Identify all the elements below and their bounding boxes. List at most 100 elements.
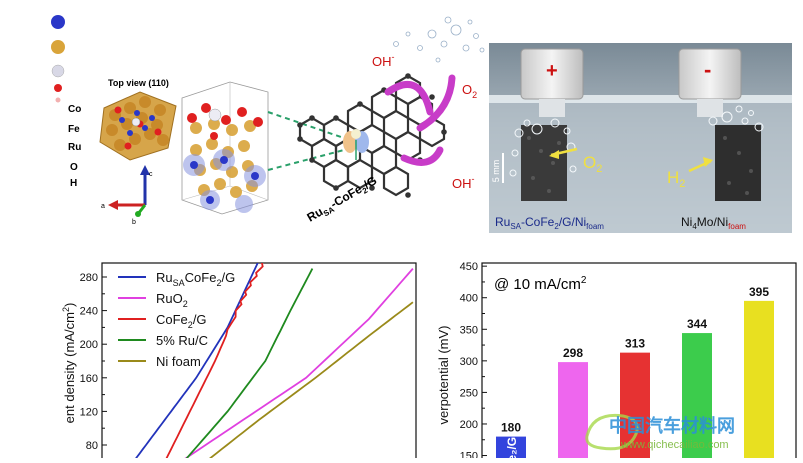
co-sphere-icon [51, 15, 65, 29]
plus-sign: + [546, 60, 558, 82]
svg-text:H2: H2 [667, 168, 685, 190]
current-density-axis-label: ent density (mA/cm2) [61, 303, 77, 424]
y-tick-label: 160 [80, 373, 98, 385]
measurement-annotation: @ 10 mA/cm2 [494, 275, 587, 293]
top-view-crystal [99, 91, 177, 161]
electrolysis-photo: + - 5 mm O2 H2 [489, 43, 792, 233]
line-chart-frame [101, 262, 417, 463]
schematic-panel: Co Fe Ru O H Top view (110) [0, 0, 490, 245]
line-chart-legend: RuSACoFe2/G RuO2 CoFe2/G 5% Ru/C Ni foam [118, 270, 235, 369]
catalyst-label-sub2: 2 [361, 185, 370, 195]
o-sphere-icon [54, 84, 62, 92]
schematic-figure: Co Fe Ru O H Top view (110) [51, 15, 485, 226]
bar-value-label-0: 180 [501, 421, 521, 435]
legend-label-2: CoFe2/G [156, 312, 207, 330]
y-tick-label: 200 [80, 339, 98, 351]
legend-label-0: RuSACoFe2/G [156, 270, 235, 288]
svg-text:OH-: OH- [452, 174, 475, 191]
bar-chart-frame [481, 262, 797, 463]
bar-y-tick-label: 150 [460, 451, 478, 458]
left-electrode-sub2: 2 [554, 222, 559, 231]
series-line-3 [185, 268, 314, 458]
first-bar-inner-label: e₂/G [505, 437, 519, 458]
right-electrode-sub2: foam [728, 222, 746, 231]
right-electrode-a: Ni [681, 215, 692, 229]
bar-y-tick-label: 350 [460, 324, 478, 336]
bar-y-tick-label: 300 [460, 356, 478, 368]
zoom-connector-top [267, 111, 345, 139]
bar-chart-svg: 150 200 250 300 350 400 450 e₂/G @ 10 mA/cm2 v… [436, 261, 797, 463]
axis-triad: c a b [101, 165, 153, 226]
svg-text:OH-: OH- [372, 52, 395, 69]
element-legend: Co Fe Ru O H [51, 15, 81, 189]
legend-label-3: 5% Ru/C [156, 333, 208, 348]
series-line-0 [135, 263, 259, 458]
right-electrode-sub: 4 [692, 222, 697, 231]
cathode-foam [715, 125, 761, 201]
left-electrode-a: Ru [495, 215, 510, 229]
svg-text:RuSA-CoFe2/G: RuSA-CoFe2/G [305, 173, 381, 226]
bar-2 [620, 352, 650, 458]
bar-y-tick-label: 200 [460, 419, 478, 431]
watermark-url: www.qichecailiao.com [620, 439, 729, 451]
legend-fe: Fe [68, 124, 80, 135]
svg-text:O2: O2 [583, 153, 602, 175]
svg-text:RuSA-CoFe2/G/Nifoam: RuSA-CoFe2/G/Nifoam [495, 215, 604, 231]
site-watermark: 中国汽车材料网 www.qichecailiao.com [583, 406, 795, 456]
photo-illustration: + - 5 mm O2 H2 [489, 43, 792, 233]
svg-text:O2: O2 [462, 82, 477, 100]
left-electrode-sub3: foam [586, 222, 604, 231]
ru-sphere-icon [51, 64, 65, 78]
bar-y-tick-label: 250 [460, 387, 478, 399]
y-tick-label: 280 [80, 272, 98, 284]
overpotential-axis-label: verpotential (mV) [436, 326, 451, 425]
line-chart-svg: 80 120 160 200 240 280 RuSACoFe2/G RuO2 CoFe2/G… [61, 262, 417, 463]
axis-b-label: b [132, 219, 136, 226]
scale-bar-label: 5 mm [491, 160, 501, 183]
svg-text:Ni4Mo/Nifoam: Ni4Mo/Nifoam [681, 215, 746, 231]
y-tick-label: 80 [86, 440, 98, 452]
axis-c-label: c [149, 171, 153, 178]
y-tick-label: 120 [80, 406, 98, 418]
reaction-arrows [384, 74, 456, 166]
o2-label: O [462, 82, 472, 97]
legend-ru: Ru [68, 142, 81, 153]
minus-sign: - [704, 57, 711, 82]
left-electrode-sub: SA [510, 222, 521, 231]
left-electrode-c: /G/Ni [559, 215, 586, 229]
o2-photo-label: O [583, 153, 596, 172]
bar-y-tick-label: 400 [460, 293, 478, 305]
legend-o: O [70, 162, 78, 173]
catalyst-label: RuSA-CoFe2/G [305, 173, 381, 226]
legend-label-4: Ni foam [156, 354, 201, 369]
top-view-label: Top view (110) [108, 78, 169, 88]
o2-bubbles [393, 16, 485, 63]
oh-bottom-charge: - [472, 174, 475, 184]
electrode-bubbles [509, 105, 764, 177]
left-electrode-b: -CoFe [521, 215, 555, 229]
h-sphere-icon [55, 97, 61, 103]
bar-value-label-4: 395 [749, 285, 769, 299]
series-line-1 [184, 268, 414, 458]
watermark-logo: 中国汽车材料网 www.qichecailiao.com [585, 413, 735, 451]
graphene-atoms [297, 73, 447, 198]
crystal-slab [181, 81, 269, 215]
catalyst-label-end: /G [361, 173, 379, 191]
bar-1 [558, 362, 588, 458]
overpotential-chart: 150 200 250 300 350 400 450 e₂/G @ 10 mA/cm2 v… [430, 255, 803, 463]
legend-h: H [70, 178, 77, 189]
watermark-cn-text: 中国汽车材料网 [609, 415, 735, 436]
oh-top-label: OH [372, 54, 392, 69]
single-atom-site [343, 129, 369, 160]
oh-top-charge: - [392, 52, 395, 62]
series-line-4 [209, 301, 414, 458]
h2-photo-label: H [667, 168, 679, 187]
oh-bottom-label: OH [452, 176, 472, 191]
bar-value-label-3: 344 [687, 317, 707, 331]
bar-y-tick-label: 450 [460, 261, 478, 273]
bar-3 [682, 333, 712, 458]
catalyst-label-main: Ru [305, 204, 326, 224]
o2-photo-sub: 2 [596, 163, 602, 175]
legend-label-1: RuO2 [156, 291, 188, 309]
right-electrode-b: Mo/Ni [697, 215, 728, 229]
